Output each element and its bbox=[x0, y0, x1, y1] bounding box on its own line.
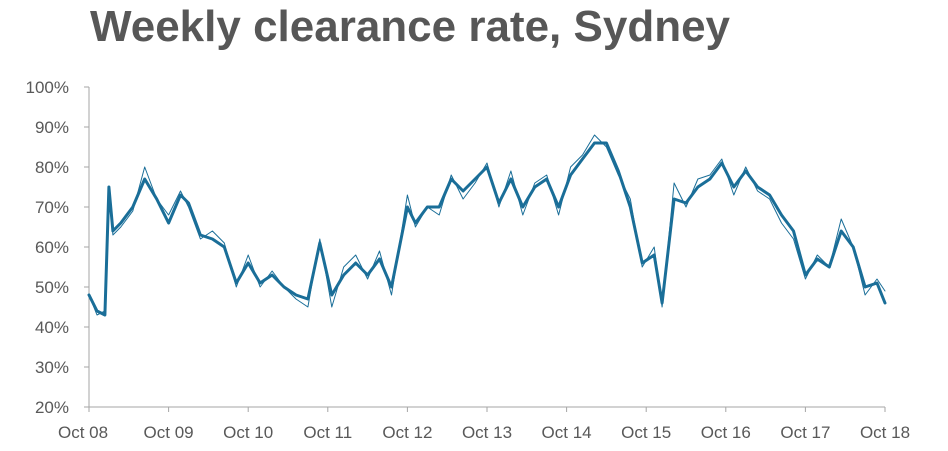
x-tick-label: Oct 10 bbox=[223, 423, 273, 442]
y-tick-label: 90% bbox=[35, 118, 69, 137]
y-tick-label: 30% bbox=[35, 358, 69, 377]
x-tick-label: Oct 14 bbox=[542, 423, 592, 442]
x-tick-label: Oct 13 bbox=[462, 423, 512, 442]
y-tick-label: 80% bbox=[35, 158, 69, 177]
x-tick-label: Oct 16 bbox=[701, 423, 751, 442]
x-tick-label: Oct 09 bbox=[144, 423, 194, 442]
y-tick-label: 100% bbox=[26, 78, 69, 97]
y-axis: 20% 30% 40% 50% 60% 70% 80% 90% 100% bbox=[26, 78, 90, 417]
x-tick-label: Oct 17 bbox=[780, 423, 830, 442]
series-lines bbox=[87, 134, 887, 317]
y-tick-label: 40% bbox=[35, 318, 69, 337]
x-tick-label: Oct 18 bbox=[860, 423, 910, 442]
y-tick-label: 50% bbox=[35, 278, 69, 297]
series-line-weekly bbox=[88, 134, 886, 316]
x-tick-label: Oct 11 bbox=[303, 423, 352, 442]
series-line-smoothed bbox=[87, 141, 887, 317]
x-tick-label: Oct 12 bbox=[382, 423, 432, 442]
x-tick-label: Oct 15 bbox=[621, 423, 671, 442]
y-tick-label: 20% bbox=[35, 398, 69, 417]
x-axis: Oct 08 Oct 09 Oct 10 Oct 11 Oct 12 Oct 13 Oct … bbox=[58, 406, 910, 442]
y-tick-label: 70% bbox=[35, 198, 69, 217]
chart-title: Weekly clearance rate, Sydney bbox=[90, 2, 731, 51]
x-tick-label: Oct 08 bbox=[58, 423, 108, 442]
y-tick-label: 60% bbox=[35, 238, 69, 257]
